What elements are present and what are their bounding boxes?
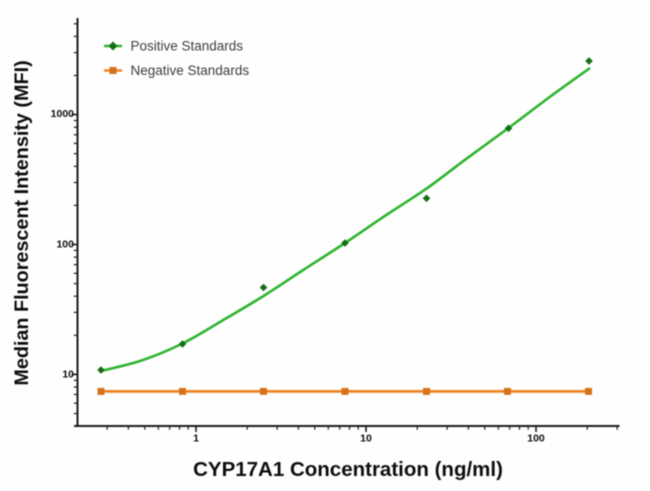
svg-text:Negative Standards: Negative Standards	[131, 63, 250, 78]
svg-text:1: 1	[193, 433, 199, 445]
svg-text:10: 10	[62, 368, 74, 380]
svg-text:Median Fluorescent Intensity (: Median Fluorescent Intensity (MFI)	[11, 60, 33, 385]
svg-text:CYP17A1 Concentration (ng/ml): CYP17A1 Concentration (ng/ml)	[193, 458, 503, 481]
svg-text:1000: 1000	[51, 108, 75, 120]
svg-text:100: 100	[56, 238, 74, 250]
svg-text:100: 100	[527, 433, 545, 445]
svg-text:10: 10	[360, 433, 372, 445]
svg-text:Positive Standards: Positive Standards	[131, 39, 244, 54]
